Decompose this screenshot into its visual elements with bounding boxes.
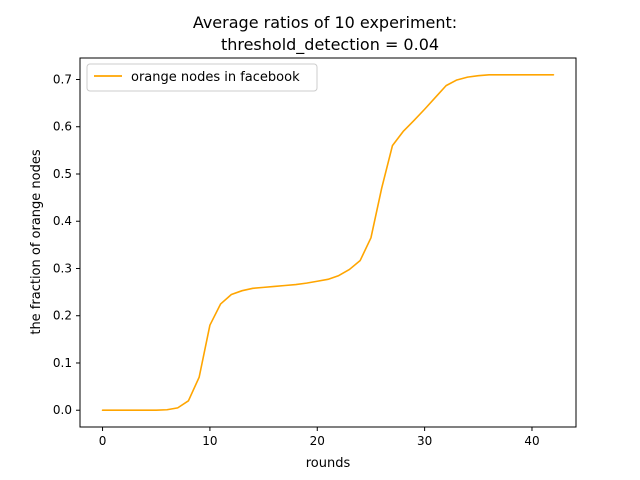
series-line-0 [101, 73, 555, 412]
chart-title-line-1: Average ratios of 10 experiment: [193, 13, 457, 32]
x-tick-label-0: 0 [99, 434, 107, 448]
legend-box [86, 63, 318, 92]
y-tick-label-3: 0.3 [53, 261, 72, 275]
y-tick-label-6: 0.6 [53, 120, 72, 134]
chart-title-line-2: threshold_detection = 0.04 [221, 35, 439, 55]
legend-label-orange-nodes: orange nodes in facebook [131, 70, 300, 85]
y-tick-label-0: 0.0 [53, 403, 72, 417]
x-tick-label-30: 30 [417, 434, 432, 448]
x-tick-label-10: 10 [202, 434, 217, 448]
y-tick-label-5: 0.5 [53, 167, 72, 181]
x-tick-label-20: 20 [310, 434, 325, 448]
legend: orange nodes in facebook [86, 63, 318, 92]
x-tick-label-40: 40 [524, 434, 539, 448]
axes-frame [79, 57, 577, 428]
x-axis-label: rounds [306, 456, 351, 471]
y-tick-label-1: 0.1 [53, 356, 72, 370]
y-tick-label-4: 0.4 [53, 214, 72, 228]
y-axis-label: the fraction of orange nodes [29, 149, 44, 335]
y-tick-label-7: 0.7 [53, 72, 72, 86]
y-tick-label-2: 0.2 [53, 309, 72, 323]
plot-area: 0 10 20 30 40 0.0 0.1 0.2 0.3 0.4 0.5 0.6 0.7 [53, 72, 555, 448]
